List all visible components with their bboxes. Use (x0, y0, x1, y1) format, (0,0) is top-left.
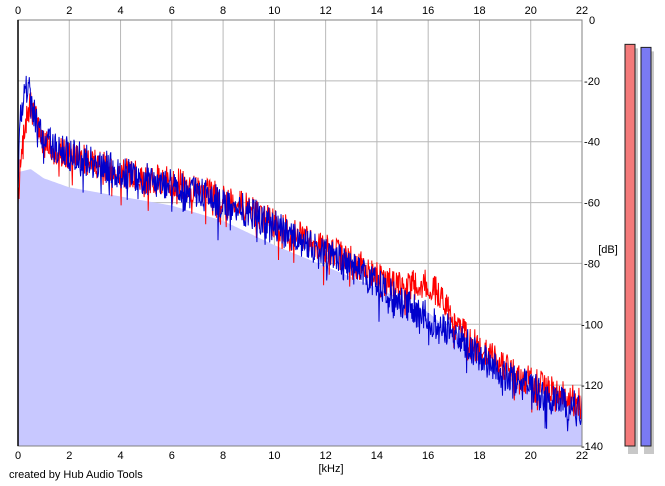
level-meter-bar (640, 46, 652, 447)
spectrum-floor-area (18, 169, 582, 446)
plot-frame (17, 19, 583, 447)
y-tick-label: -100 (581, 319, 603, 331)
y-tick-label: -20 (584, 76, 600, 88)
x-tick-label-bottom: 2 (66, 450, 72, 462)
x-tick-label-top: 22 (576, 5, 588, 17)
x-tick-label-bottom: 6 (169, 450, 175, 462)
y-tick-label: -60 (584, 198, 600, 210)
level-meters (624, 43, 654, 455)
x-tick-label-bottom: 12 (320, 450, 332, 462)
x-tick-label-bottom: 0 (15, 450, 21, 462)
x-tick-label-top: 10 (268, 5, 280, 17)
x-tick-label-bottom: 16 (422, 450, 434, 462)
x-axis-label: [kHz] (318, 463, 343, 475)
x-tick-label-top: 14 (371, 5, 383, 17)
x-tick-label-top: 8 (220, 5, 226, 17)
x-tick-label-top: 20 (525, 5, 537, 17)
x-tick-label-top: 12 (320, 5, 332, 17)
x-tick-label-bottom: 14 (371, 450, 383, 462)
data-marks (17, 75, 583, 446)
x-tick-label-bottom: 20 (525, 450, 537, 462)
y-tick-label: 0 (589, 15, 595, 27)
y-tick-label: -80 (584, 258, 600, 270)
level-meter-bar (624, 43, 636, 447)
y-tick-label: -120 (581, 380, 603, 392)
credit-text: created by Hub Audio Tools (9, 469, 143, 481)
x-tick-label-top: 6 (169, 5, 175, 17)
x-tick-label-bottom: 8 (220, 450, 226, 462)
x-tick-label-top: 0 (15, 5, 21, 17)
x-tick-label-bottom: 22 (576, 450, 588, 462)
x-tick-label-top: 16 (422, 5, 434, 17)
x-tick-label-top: 4 (117, 5, 123, 17)
x-tick-label-bottom: 10 (268, 450, 280, 462)
y-tick-label: -140 (581, 441, 603, 453)
y-axis-label: [dB] (598, 244, 618, 256)
x-tick-label-bottom: 4 (117, 450, 123, 462)
y-tick-label: -40 (584, 137, 600, 149)
x-tick-label-top: 2 (66, 5, 72, 17)
x-tick-label-bottom: 18 (473, 450, 485, 462)
tick-labels: 002244668810101212141416161818202022220-… (15, 5, 603, 462)
series-blue-line (17, 75, 583, 432)
x-tick-label-top: 18 (473, 5, 485, 17)
